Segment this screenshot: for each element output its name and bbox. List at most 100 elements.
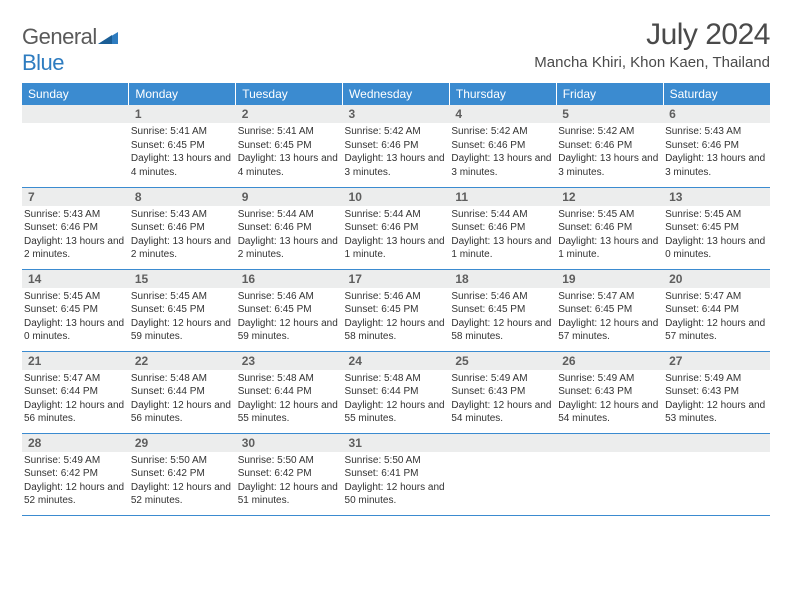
day-number: 23 (236, 352, 343, 370)
day-number: 26 (556, 352, 663, 370)
calendar-cell: 31Sunrise: 5:50 AMSunset: 6:41 PMDayligh… (343, 433, 450, 515)
calendar-week-row: 28Sunrise: 5:49 AMSunset: 6:42 PMDayligh… (22, 433, 770, 515)
day-number (663, 434, 770, 452)
daylight-text: Daylight: 12 hours and 56 minutes. (131, 399, 232, 426)
calendar-cell: 19Sunrise: 5:47 AMSunset: 6:45 PMDayligh… (556, 269, 663, 351)
brand-part2: Blue (22, 50, 64, 75)
sunrise-text: Sunrise: 5:42 AM (451, 125, 552, 139)
sunrise-text: Sunrise: 5:45 AM (24, 290, 125, 304)
daylight-text: Daylight: 13 hours and 3 minutes. (451, 152, 552, 179)
day-details: Sunrise: 5:49 AMSunset: 6:43 PMDaylight:… (663, 370, 770, 428)
weekday-header: Saturday (663, 83, 770, 105)
daylight-text: Daylight: 12 hours and 58 minutes. (451, 317, 552, 344)
sunrise-text: Sunrise: 5:45 AM (131, 290, 232, 304)
weekday-header: Wednesday (343, 83, 450, 105)
day-number: 18 (449, 270, 556, 288)
sunrise-text: Sunrise: 5:50 AM (131, 454, 232, 468)
calendar-cell: 7Sunrise: 5:43 AMSunset: 6:46 PMDaylight… (22, 187, 129, 269)
sunrise-text: Sunrise: 5:49 AM (24, 454, 125, 468)
sunrise-text: Sunrise: 5:47 AM (24, 372, 125, 386)
day-details: Sunrise: 5:41 AMSunset: 6:45 PMDaylight:… (236, 123, 343, 181)
sunset-text: Sunset: 6:41 PM (345, 467, 446, 481)
day-number: 7 (22, 188, 129, 206)
daylight-text: Daylight: 13 hours and 0 minutes. (665, 235, 766, 262)
daylight-text: Daylight: 12 hours and 54 minutes. (558, 399, 659, 426)
calendar-cell: 22Sunrise: 5:48 AMSunset: 6:44 PMDayligh… (129, 351, 236, 433)
month-title: July 2024 (534, 18, 770, 52)
day-details: Sunrise: 5:41 AMSunset: 6:45 PMDaylight:… (129, 123, 236, 181)
sunset-text: Sunset: 6:43 PM (451, 385, 552, 399)
calendar-cell (556, 433, 663, 515)
day-number: 31 (343, 434, 450, 452)
sunset-text: Sunset: 6:46 PM (24, 221, 125, 235)
daylight-text: Daylight: 12 hours and 50 minutes. (345, 481, 446, 508)
sunrise-text: Sunrise: 5:44 AM (345, 208, 446, 222)
day-details: Sunrise: 5:45 AMSunset: 6:45 PMDaylight:… (663, 206, 770, 264)
calendar-cell (22, 105, 129, 187)
calendar-cell (449, 433, 556, 515)
sunset-text: Sunset: 6:43 PM (665, 385, 766, 399)
day-number: 12 (556, 188, 663, 206)
day-details: Sunrise: 5:50 AMSunset: 6:41 PMDaylight:… (343, 452, 450, 510)
daylight-text: Daylight: 13 hours and 1 minute. (558, 235, 659, 262)
day-details: Sunrise: 5:42 AMSunset: 6:46 PMDaylight:… (449, 123, 556, 181)
day-number: 22 (129, 352, 236, 370)
sunset-text: Sunset: 6:45 PM (131, 139, 232, 153)
calendar-cell (663, 433, 770, 515)
calendar-cell: 6Sunrise: 5:43 AMSunset: 6:46 PMDaylight… (663, 105, 770, 187)
calendar-cell: 14Sunrise: 5:45 AMSunset: 6:45 PMDayligh… (22, 269, 129, 351)
day-number: 10 (343, 188, 450, 206)
calendar-cell: 24Sunrise: 5:48 AMSunset: 6:44 PMDayligh… (343, 351, 450, 433)
day-details: Sunrise: 5:47 AMSunset: 6:45 PMDaylight:… (556, 288, 663, 346)
day-details: Sunrise: 5:43 AMSunset: 6:46 PMDaylight:… (129, 206, 236, 264)
day-number: 3 (343, 105, 450, 123)
day-number: 19 (556, 270, 663, 288)
location-label: Mancha Khiri, Khon Kaen, Thailand (534, 54, 770, 71)
sunset-text: Sunset: 6:46 PM (665, 139, 766, 153)
calendar-cell: 9Sunrise: 5:44 AMSunset: 6:46 PMDaylight… (236, 187, 343, 269)
sunset-text: Sunset: 6:46 PM (345, 221, 446, 235)
sunset-text: Sunset: 6:46 PM (451, 139, 552, 153)
day-details: Sunrise: 5:42 AMSunset: 6:46 PMDaylight:… (556, 123, 663, 181)
calendar-cell: 28Sunrise: 5:49 AMSunset: 6:42 PMDayligh… (22, 433, 129, 515)
sunset-text: Sunset: 6:45 PM (558, 303, 659, 317)
day-number: 15 (129, 270, 236, 288)
day-details: Sunrise: 5:50 AMSunset: 6:42 PMDaylight:… (129, 452, 236, 510)
calendar-cell: 11Sunrise: 5:44 AMSunset: 6:46 PMDayligh… (449, 187, 556, 269)
day-details: Sunrise: 5:45 AMSunset: 6:46 PMDaylight:… (556, 206, 663, 264)
day-number: 11 (449, 188, 556, 206)
daylight-text: Daylight: 13 hours and 2 minutes. (238, 235, 339, 262)
daylight-text: Daylight: 13 hours and 0 minutes. (24, 317, 125, 344)
daylight-text: Daylight: 13 hours and 3 minutes. (345, 152, 446, 179)
calendar-cell: 29Sunrise: 5:50 AMSunset: 6:42 PMDayligh… (129, 433, 236, 515)
day-details: Sunrise: 5:46 AMSunset: 6:45 PMDaylight:… (449, 288, 556, 346)
sunrise-text: Sunrise: 5:45 AM (558, 208, 659, 222)
day-number (556, 434, 663, 452)
day-details: Sunrise: 5:46 AMSunset: 6:45 PMDaylight:… (343, 288, 450, 346)
day-details: Sunrise: 5:46 AMSunset: 6:45 PMDaylight:… (236, 288, 343, 346)
sunset-text: Sunset: 6:45 PM (665, 221, 766, 235)
day-details: Sunrise: 5:49 AMSunset: 6:43 PMDaylight:… (449, 370, 556, 428)
sunset-text: Sunset: 6:46 PM (345, 139, 446, 153)
day-details: Sunrise: 5:49 AMSunset: 6:42 PMDaylight:… (22, 452, 129, 510)
day-number: 27 (663, 352, 770, 370)
day-number: 9 (236, 188, 343, 206)
sunrise-text: Sunrise: 5:43 AM (665, 125, 766, 139)
calendar-cell: 27Sunrise: 5:49 AMSunset: 6:43 PMDayligh… (663, 351, 770, 433)
daylight-text: Daylight: 12 hours and 56 minutes. (24, 399, 125, 426)
calendar-cell: 5Sunrise: 5:42 AMSunset: 6:46 PMDaylight… (556, 105, 663, 187)
brand-triangle-icon (98, 24, 118, 50)
sunrise-text: Sunrise: 5:49 AM (451, 372, 552, 386)
daylight-text: Daylight: 12 hours and 57 minutes. (558, 317, 659, 344)
calendar-cell: 21Sunrise: 5:47 AMSunset: 6:44 PMDayligh… (22, 351, 129, 433)
day-number: 16 (236, 270, 343, 288)
sunrise-text: Sunrise: 5:48 AM (345, 372, 446, 386)
calendar-head: SundayMondayTuesdayWednesdayThursdayFrid… (22, 83, 770, 105)
page-header: GeneralBlue July 2024 Mancha Khiri, Khon… (22, 18, 770, 79)
weekday-row: SundayMondayTuesdayWednesdayThursdayFrid… (22, 83, 770, 105)
calendar-week-row: 7Sunrise: 5:43 AMSunset: 6:46 PMDaylight… (22, 187, 770, 269)
calendar-cell: 2Sunrise: 5:41 AMSunset: 6:45 PMDaylight… (236, 105, 343, 187)
daylight-text: Daylight: 13 hours and 3 minutes. (665, 152, 766, 179)
sunrise-text: Sunrise: 5:49 AM (558, 372, 659, 386)
sunrise-text: Sunrise: 5:43 AM (131, 208, 232, 222)
